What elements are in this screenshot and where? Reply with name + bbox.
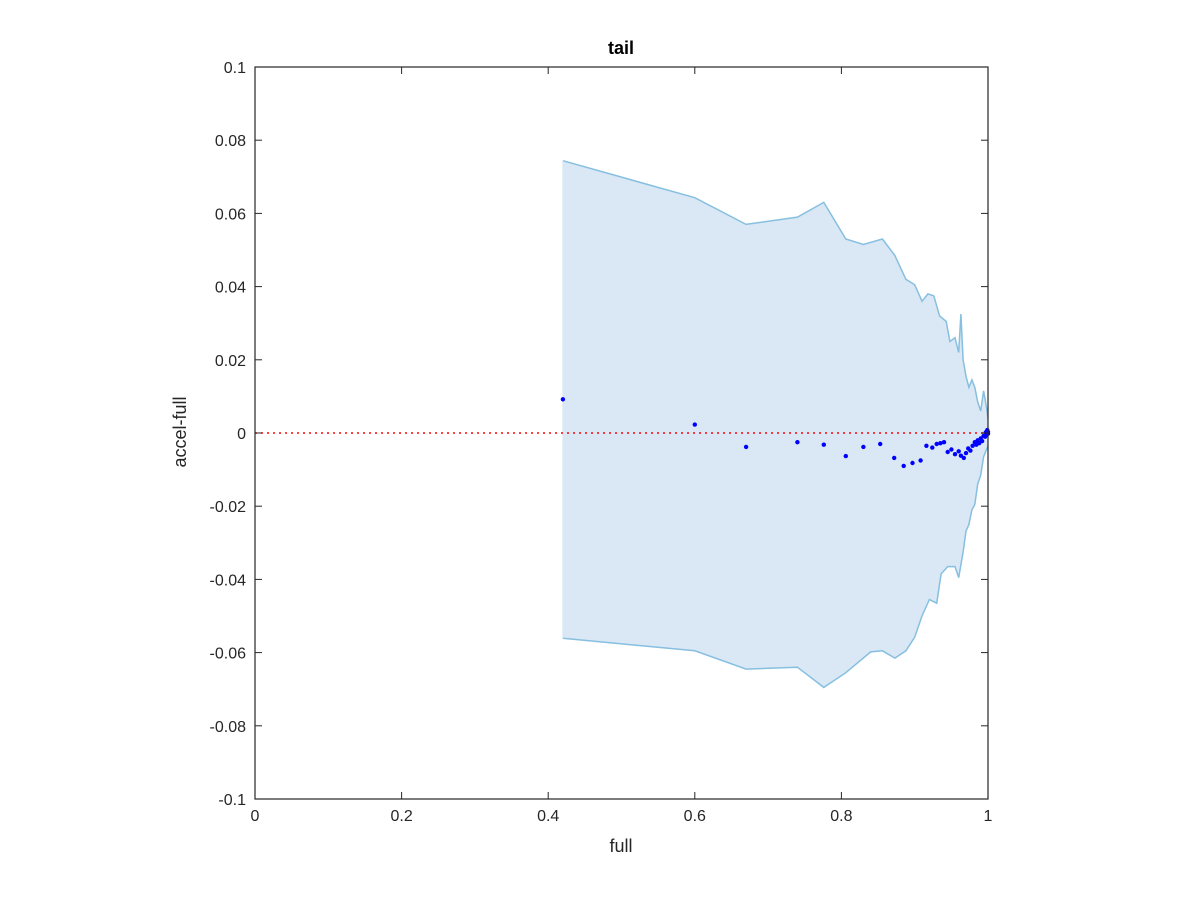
y-tick-label: 0.04 bbox=[215, 280, 246, 297]
x-axis-label: full bbox=[609, 836, 632, 856]
data-point bbox=[930, 445, 935, 450]
data-point bbox=[795, 440, 800, 445]
data-point bbox=[918, 458, 923, 463]
y-tick-label: -0.06 bbox=[210, 646, 247, 663]
data-point bbox=[949, 447, 954, 452]
x-tick-label: 0 bbox=[251, 808, 260, 825]
y-tick-label: -0.04 bbox=[210, 572, 247, 589]
data-point bbox=[979, 438, 985, 444]
y-tick-label: 0.06 bbox=[215, 206, 246, 223]
y-tick-label: 0.1 bbox=[224, 60, 246, 77]
data-point bbox=[945, 449, 950, 455]
data-point bbox=[963, 450, 969, 456]
x-axis-ticks: 0 0.2 0.4 0.6 0.8 1 bbox=[251, 67, 993, 825]
band-fill bbox=[562, 160, 988, 688]
data-point bbox=[692, 422, 697, 427]
x-tick-label: 0.8 bbox=[830, 808, 852, 825]
data-point bbox=[956, 449, 961, 454]
x-tick-label: 1 bbox=[984, 808, 993, 825]
data-point bbox=[861, 444, 866, 450]
y-tick-label: -0.1 bbox=[218, 792, 246, 809]
band-lower-edge bbox=[562, 445, 988, 689]
data-point bbox=[743, 444, 749, 450]
x-tick-label: 0.2 bbox=[390, 808, 412, 825]
data-point bbox=[968, 448, 973, 453]
chart-title: tail bbox=[608, 38, 634, 58]
y-axis-label: accel-full bbox=[170, 396, 190, 467]
x-tick-label: 0.6 bbox=[684, 808, 706, 825]
y-tick-label: 0.08 bbox=[215, 133, 246, 150]
data-point bbox=[843, 453, 848, 459]
data-point bbox=[970, 443, 975, 448]
data-point bbox=[901, 463, 906, 469]
data-point bbox=[938, 441, 943, 446]
data-point bbox=[821, 442, 826, 447]
data-point bbox=[934, 441, 939, 447]
y-tick-label: -0.08 bbox=[210, 719, 247, 736]
data-point bbox=[560, 397, 566, 402]
data-point bbox=[952, 452, 958, 457]
scatter-points bbox=[560, 397, 991, 469]
y-axis-ticks: 0.1 0.08 0.06 0.04 0.02 0 -0.02 -0.04 -0.06 -0.08… bbox=[210, 60, 988, 809]
data-point bbox=[892, 455, 897, 461]
x-tick-label: 0.4 bbox=[537, 808, 559, 825]
y-tick-label: -0.02 bbox=[210, 499, 247, 516]
confidence-band bbox=[562, 159, 988, 689]
data-point bbox=[878, 441, 883, 447]
data-point bbox=[961, 455, 966, 461]
y-tick-label: 0 bbox=[237, 426, 246, 443]
y-tick-label: 0.02 bbox=[215, 353, 246, 370]
band-upper-edge bbox=[562, 159, 988, 419]
data-point bbox=[910, 460, 915, 466]
data-point bbox=[941, 440, 947, 445]
data-point bbox=[924, 443, 929, 448]
